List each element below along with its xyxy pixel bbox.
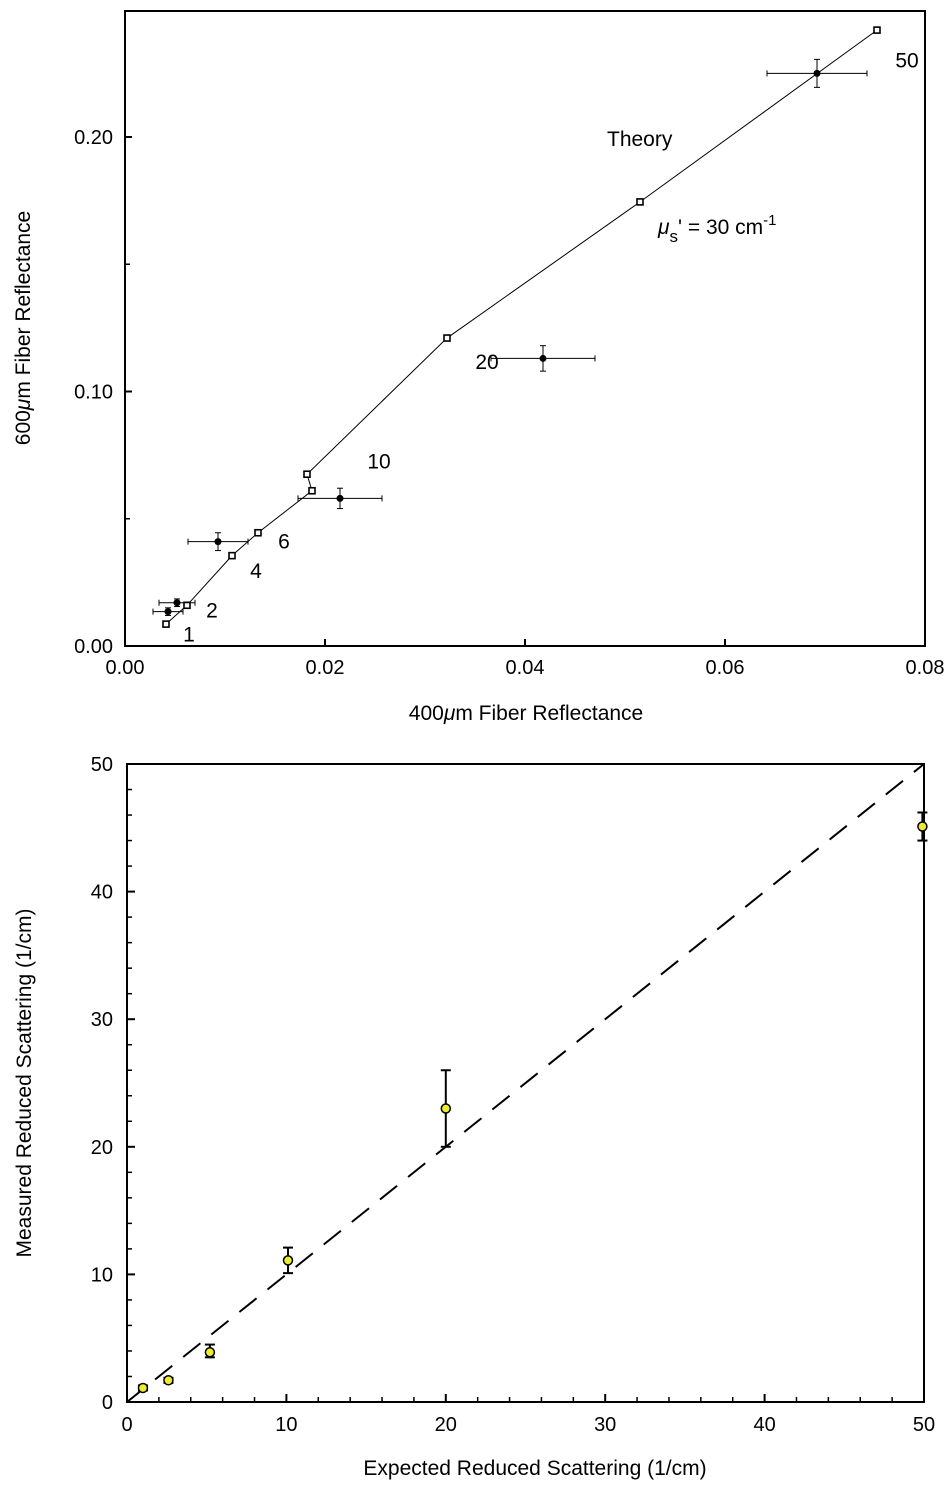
x-axis-title-top-mu: μ [443, 702, 456, 725]
theory-point [228, 551, 236, 560]
theory-point [303, 470, 311, 479]
measured-point [917, 821, 928, 832]
x-tick-label-top: 0.04 [506, 657, 545, 679]
y-axis-title-top-post: m Fiber Reflectance [12, 211, 35, 399]
y-tick-label-bottom: 0 [102, 1392, 113, 1414]
x-axis-title-top: 400μm Fiber Reflectance [409, 702, 643, 725]
mus-rest: ' = 30 cm [678, 216, 763, 239]
x-axis-title-top-post: m Fiber Reflectance [455, 702, 643, 725]
point-label: 1 [183, 624, 195, 647]
measured-point [336, 494, 344, 502]
x-axis-title-top-pre: 400 [409, 702, 444, 725]
x-tick-label-top: 0.02 [306, 657, 345, 679]
y-tick-label-bottom: 40 [91, 882, 113, 904]
x-tick-label-bottom: 0 [121, 1414, 132, 1436]
mus-sup: -1 [763, 212, 776, 229]
bottom-ticks: 0 10 20 30 40 50 0 10 20 30 40 50 [91, 754, 935, 1436]
measured-point [282, 1255, 294, 1266]
top-ticks: 0.00 0.02 0.04 0.06 0.08 0.00 0.10 0.20 [74, 127, 944, 679]
y-axis-title-top: 600μm Fiber Reflectance [12, 211, 35, 445]
x-tick-label-bottom: 10 [275, 1414, 297, 1436]
x-tick-label-top: 0.06 [706, 657, 745, 679]
measured-point [440, 1103, 452, 1114]
mus-annotation: μs' = 30 cm-1 [657, 212, 777, 246]
x-tick-label-top: 0.08 [906, 657, 945, 679]
bottom-plot-frame [126, 763, 925, 1403]
measured-point [163, 1375, 174, 1386]
y-tick-label-bottom: 20 [91, 1137, 113, 1159]
point-label: 50 [895, 50, 918, 73]
x-tick-label-bottom: 40 [753, 1414, 775, 1436]
measured-point [164, 608, 172, 616]
x-tick-label-bottom: 20 [435, 1414, 457, 1436]
x-tick-label-bottom: 30 [594, 1414, 616, 1436]
y-tick-label-top: 0.00 [74, 636, 113, 658]
measured-series [152, 58, 868, 616]
measured-point [214, 538, 222, 546]
theory-point [636, 198, 644, 206]
measured-point [539, 354, 547, 362]
theory-annotation: Theory [607, 128, 673, 151]
y-axis-title-bottom: Measured Reduced Scattering (1/cm) [13, 909, 36, 1258]
theory-point [308, 486, 316, 495]
bottom-series [137, 811, 928, 1394]
point-labels: 12 46 10 20 50 [183, 50, 919, 647]
y-tick-label-top: 0.20 [74, 127, 113, 149]
measured-point [204, 1346, 216, 1358]
mus-mu: μ [657, 216, 670, 239]
point-label: 4 [250, 560, 262, 583]
theory-point [443, 334, 451, 342]
y-tick-label-bottom: 50 [91, 754, 113, 776]
x-axis-title-bottom: Expected Reduced Scattering (1/cm) [363, 1457, 706, 1480]
mus-sub: s [670, 227, 679, 246]
y-tick-label-bottom: 30 [91, 1009, 113, 1031]
point-label: 6 [278, 531, 290, 554]
top-chart: 0.00 0.02 0.04 0.06 0.08 0.00 0.10 0.20 12 46 10 2… [12, 10, 944, 725]
bottom-chart: 0 10 20 30 40 50 0 10 20 30 40 50 Expected Reduced … [13, 754, 935, 1480]
identity-line [126, 763, 925, 1403]
x-tick-label-top: 0.00 [106, 657, 145, 679]
theory-point [254, 528, 262, 537]
y-axis-title-top-mu: μ [12, 398, 35, 411]
measured-point [137, 1382, 149, 1394]
theory-point [873, 26, 881, 34]
theory-line [165, 29, 878, 625]
point-label: 2 [206, 599, 218, 622]
theory-series [162, 26, 881, 628]
y-axis-title-top-pre: 600 [12, 410, 35, 445]
y-tick-label-top: 0.10 [74, 382, 113, 404]
y-tick-label-bottom: 10 [91, 1264, 113, 1286]
point-label: 20 [475, 351, 498, 374]
top-plot-frame [124, 10, 926, 647]
measured-point [813, 69, 821, 77]
x-tick-label-bottom: 50 [913, 1414, 935, 1436]
theory-point [162, 620, 170, 628]
measured-point [173, 599, 181, 607]
point-label: 10 [367, 450, 390, 473]
